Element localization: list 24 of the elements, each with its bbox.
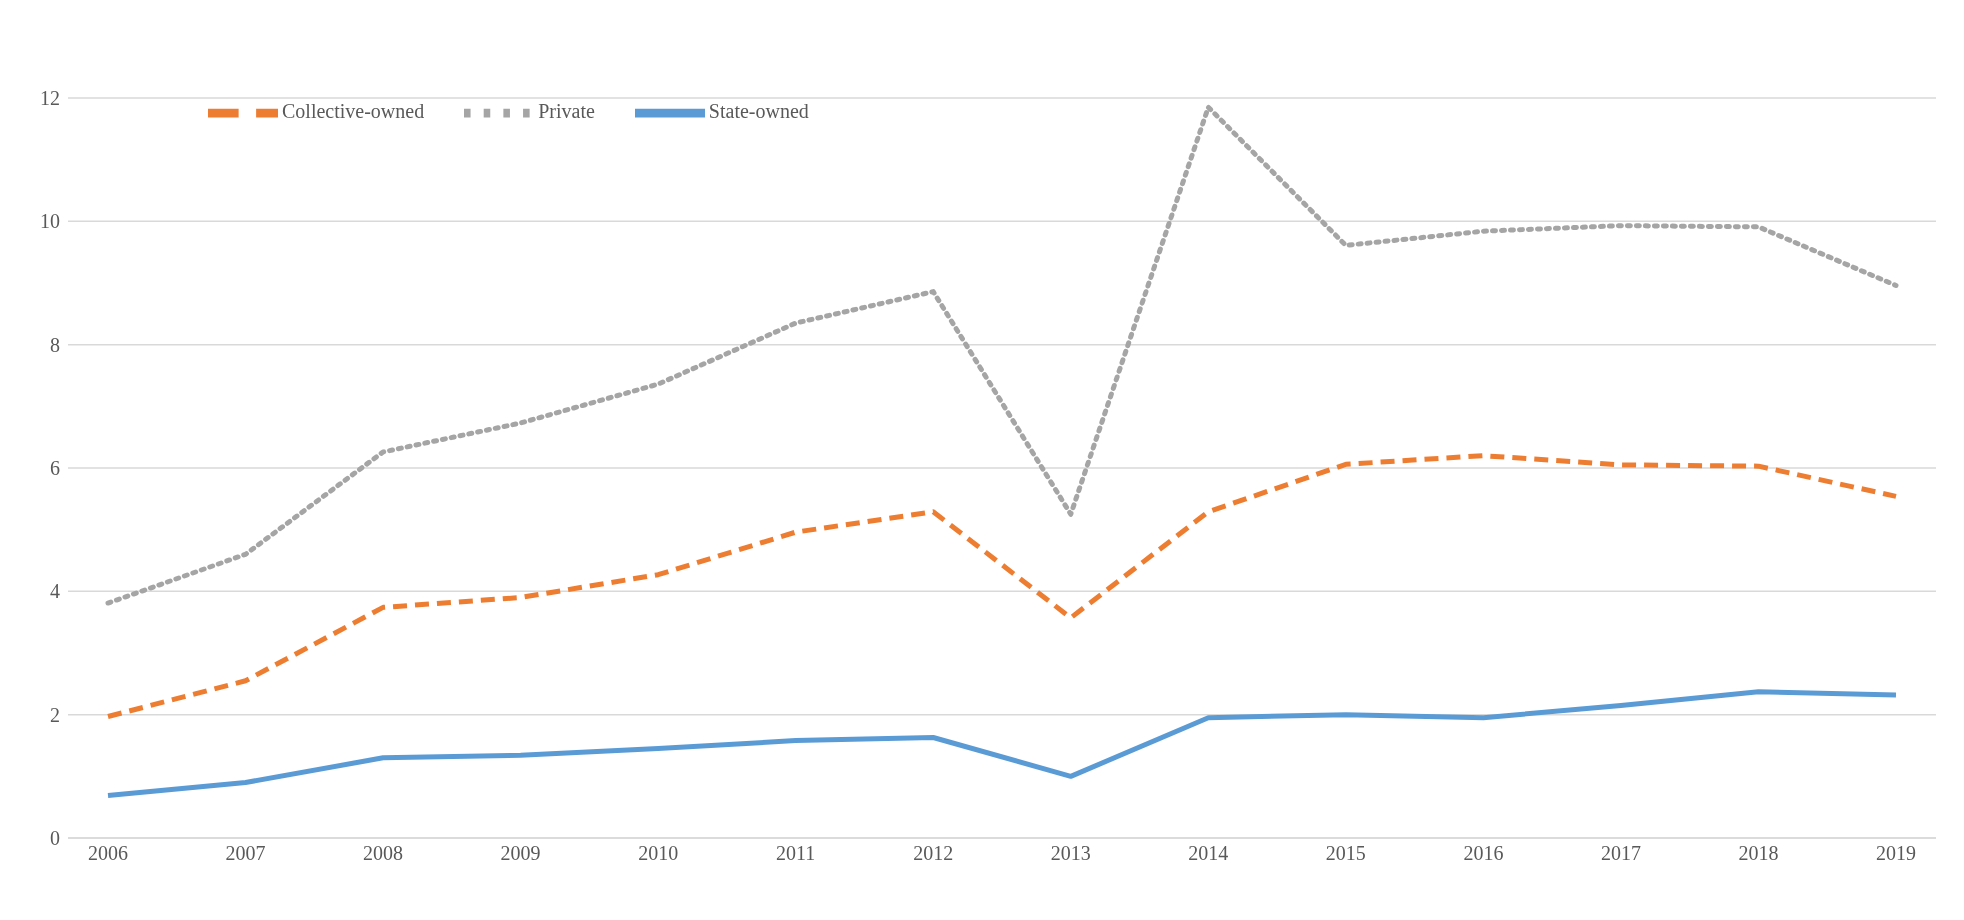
y-tick-label: 4 xyxy=(50,580,60,603)
y-tick-label: 12 xyxy=(40,87,60,110)
x-tick-label: 2019 xyxy=(1876,842,1916,865)
y-tick-label: 2 xyxy=(50,703,60,726)
y-tick-label: 10 xyxy=(40,210,60,233)
x-tick-label: 2008 xyxy=(363,842,404,865)
x-tick-label: 2018 xyxy=(1738,842,1779,865)
legend-label: Collective-owned xyxy=(282,99,425,122)
y-tick-label: 0 xyxy=(50,827,60,850)
x-tick-label: 2007 xyxy=(225,842,266,865)
y-tick-label: 6 xyxy=(50,457,60,480)
x-tick-label: 2013 xyxy=(1050,842,1091,865)
x-tick-label: 2017 xyxy=(1600,842,1641,865)
y-tick-label: 8 xyxy=(50,333,60,356)
x-tick-label: 2015 xyxy=(1325,842,1366,865)
legend-label: Private xyxy=(538,99,595,122)
x-tick-label: 2016 xyxy=(1463,842,1504,865)
x-tick-label: 2011 xyxy=(776,842,816,865)
x-tick-label: 2014 xyxy=(1188,842,1229,865)
legend-label: State-owned xyxy=(708,99,809,122)
x-tick-label: 2010 xyxy=(638,842,679,865)
x-tick-label: 2006 xyxy=(88,842,128,865)
x-tick-label: 2012 xyxy=(913,842,954,865)
x-tick-label: 2009 xyxy=(500,842,541,865)
